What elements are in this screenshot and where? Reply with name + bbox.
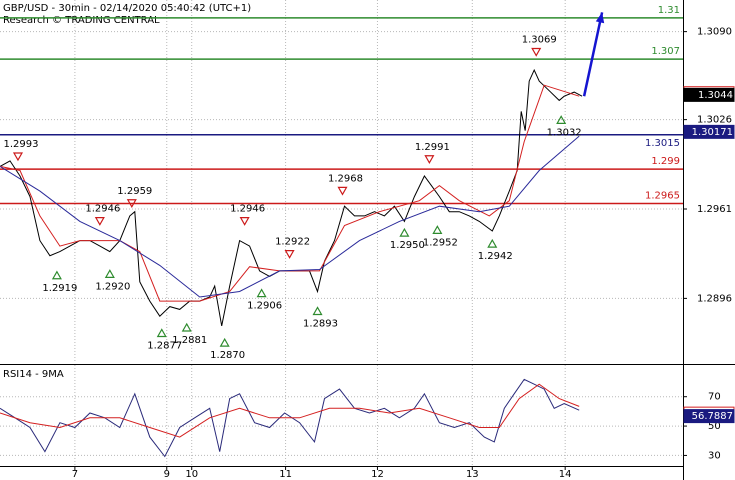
extreme-label: 1.2870 bbox=[210, 350, 245, 361]
low-marker bbox=[256, 288, 267, 298]
series-line bbox=[0, 378, 580, 458]
low-marker bbox=[156, 328, 167, 338]
x-tick-label: 12 bbox=[371, 469, 384, 480]
extreme-label: 1.2946 bbox=[85, 204, 120, 215]
extreme-label: 1.2952 bbox=[423, 237, 458, 248]
y-tick-label: 1.3090 bbox=[697, 27, 732, 38]
chart-title: GBP/USD - 30min - 02/14/2020 05:40:42 (U… bbox=[3, 3, 251, 14]
high-marker bbox=[284, 250, 295, 259]
low-marker bbox=[104, 269, 115, 278]
low-marker bbox=[487, 238, 498, 248]
extreme-label: 1.2922 bbox=[275, 237, 310, 248]
low-marker bbox=[556, 115, 567, 124]
high-marker bbox=[94, 217, 105, 226]
y-tick-label: 30 bbox=[708, 450, 721, 461]
low-marker bbox=[312, 306, 323, 316]
high-marker bbox=[12, 152, 24, 162]
y-tick-label: 1.3026 bbox=[697, 115, 732, 126]
y-tick-label: 1.2896 bbox=[697, 293, 732, 304]
arrow-head bbox=[595, 12, 605, 24]
level-label: 1.2965 bbox=[645, 191, 680, 202]
y-tick-label: 1.2961 bbox=[697, 204, 732, 215]
extreme-label: 1.2991 bbox=[415, 142, 450, 153]
price-tag bbox=[683, 409, 735, 424]
level-label: 1.307 bbox=[651, 46, 680, 57]
extreme-label: 1.2959 bbox=[117, 186, 152, 197]
series-line bbox=[0, 135, 580, 298]
extreme-label: 1.2906 bbox=[247, 301, 282, 312]
x-tick-label: 13 bbox=[466, 469, 479, 480]
x-tick-label: 7 bbox=[72, 469, 78, 480]
price-tag-label: 56.7887 bbox=[692, 411, 733, 422]
series-line bbox=[0, 84, 580, 302]
extreme-label: 1.2881 bbox=[172, 335, 207, 346]
high-marker bbox=[424, 155, 435, 164]
extreme-label: 1.3069 bbox=[522, 35, 557, 46]
price-tag bbox=[683, 87, 735, 102]
level-label: 1.299 bbox=[651, 156, 680, 167]
forecast-arrow bbox=[582, 12, 604, 97]
extreme-label: 1.3032 bbox=[547, 127, 582, 138]
extreme-label: 1.2946 bbox=[230, 204, 265, 215]
x-tick-label: 14 bbox=[559, 469, 572, 480]
low-marker bbox=[399, 227, 410, 237]
extreme-label: 1.2993 bbox=[3, 139, 38, 150]
extreme-label: 1.2877 bbox=[147, 341, 182, 352]
y-tick-label: 50 bbox=[708, 421, 721, 432]
y-tick-label: 70 bbox=[708, 392, 721, 403]
low-marker bbox=[219, 337, 230, 347]
x-tick-label: 11 bbox=[279, 469, 292, 480]
series-line bbox=[0, 383, 580, 438]
high-marker bbox=[531, 47, 542, 57]
price-tag-label: 1.3044 bbox=[698, 90, 733, 101]
level-label: 1.3015 bbox=[645, 138, 680, 149]
level-label: 1.31 bbox=[658, 5, 680, 16]
low-marker bbox=[181, 322, 192, 332]
extreme-label: 1.2919 bbox=[42, 283, 77, 294]
x-tick-label: 9 bbox=[164, 469, 170, 480]
price-tag bbox=[683, 124, 735, 139]
price-tag-label: 1.30171 bbox=[692, 127, 733, 138]
high-marker bbox=[239, 217, 250, 226]
extreme-label: 1.2942 bbox=[478, 251, 513, 262]
low-marker bbox=[432, 225, 443, 234]
extreme-label: 1.2950 bbox=[390, 240, 425, 251]
high-marker bbox=[126, 199, 137, 208]
panel-title: RSI14 - 9MA bbox=[3, 369, 64, 380]
extreme-label: 1.2968 bbox=[328, 173, 363, 184]
extreme-label: 1.2893 bbox=[303, 319, 338, 330]
x-tick-label: 10 bbox=[185, 469, 198, 480]
chart-subtitle: Research © TRADING CENTRAL bbox=[3, 15, 160, 26]
low-marker bbox=[51, 270, 62, 280]
extreme-label: 1.2920 bbox=[95, 281, 130, 292]
high-marker bbox=[337, 186, 348, 196]
